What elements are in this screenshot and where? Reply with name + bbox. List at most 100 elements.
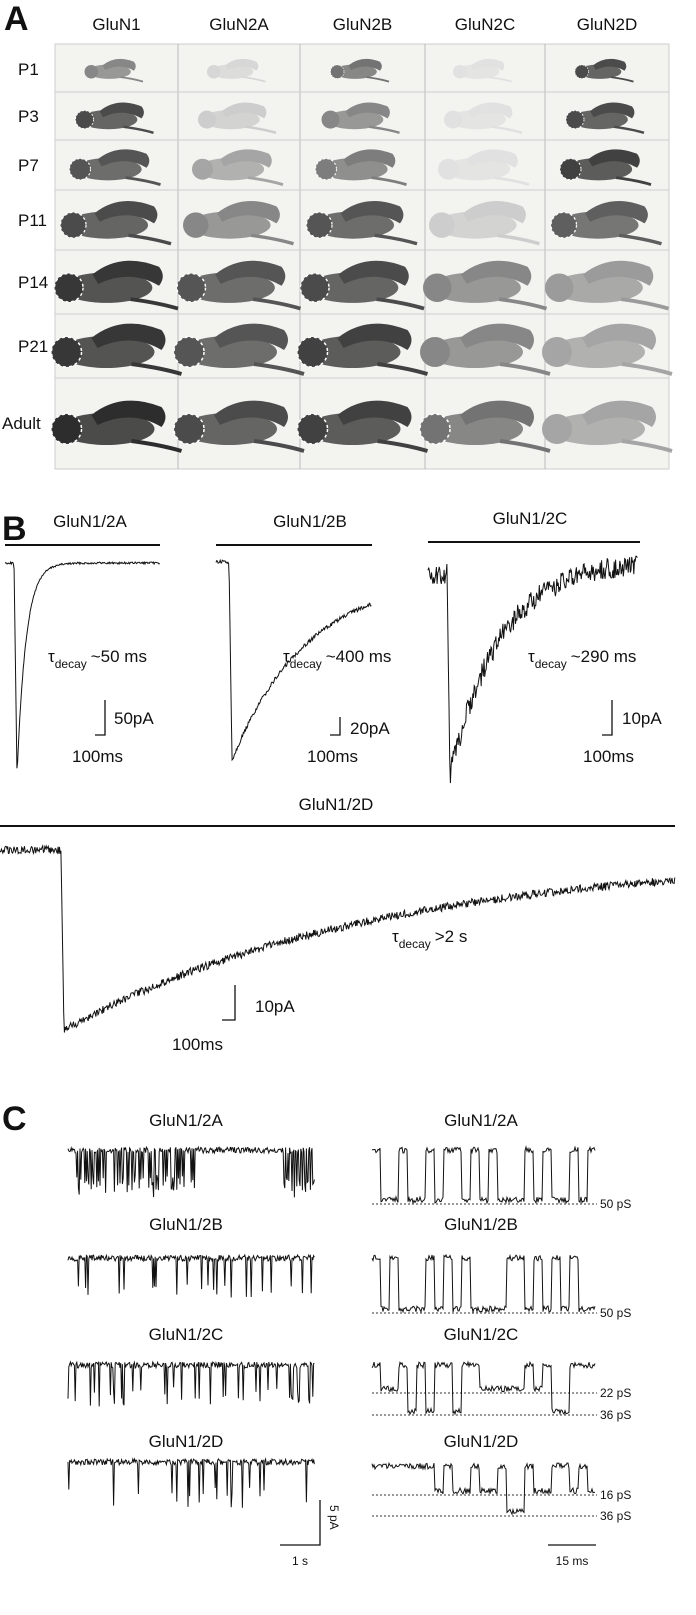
brain-cortex (461, 260, 532, 286)
scale-time: 100ms (172, 1035, 223, 1054)
brain-cerebellum (305, 211, 333, 239)
brain-body (578, 64, 622, 79)
brain-cerebellum (84, 64, 98, 79)
brain-section (305, 200, 418, 246)
brain-section (299, 260, 425, 311)
brain-cortex (91, 323, 166, 350)
brain-cerebellum (453, 64, 467, 79)
brain-section (330, 58, 390, 83)
tau-subscript: decay (55, 657, 87, 671)
brain-body (456, 64, 500, 79)
brain-cortex (588, 149, 640, 168)
brain-cerebellum (296, 336, 329, 368)
brain-body (188, 211, 271, 239)
trace-title: GluN1/2B (273, 512, 347, 531)
brain-stem (253, 362, 305, 376)
column-header: GluN1 (92, 15, 140, 34)
channel-openings (372, 1145, 596, 1205)
scale-current: 10pA (622, 709, 662, 728)
brain-cerebellum (542, 414, 572, 444)
conductance-label: 22 pS (600, 1386, 631, 1400)
brain-cortex (463, 200, 526, 224)
brain-section (75, 102, 154, 134)
channel-record (67, 1457, 315, 1508)
brain-stem (130, 297, 179, 311)
brain-cortex (215, 260, 286, 286)
brain-section (419, 400, 551, 453)
tau-decay: τdecay ~400 ms (283, 647, 391, 671)
brain-cerebellum (75, 110, 94, 130)
brain-cortex (343, 149, 396, 168)
brain-cerebellum (321, 110, 340, 129)
brain-stem (499, 439, 551, 453)
brain-cortex (92, 260, 163, 286)
row-header: P3 (18, 107, 39, 126)
brain-section (207, 58, 266, 83)
tau-subscript: decay (399, 937, 431, 951)
channel-record (67, 1360, 315, 1407)
brain-body (427, 336, 523, 368)
brain-cortex (217, 200, 280, 224)
brain-section (68, 149, 161, 186)
brain-cerebellum (68, 158, 92, 181)
brain-cortex (583, 260, 654, 286)
brain-section (565, 102, 645, 134)
trace-title: GluN1/2B (149, 1215, 223, 1234)
row-header: P14 (18, 273, 48, 292)
scale-current: 20pA (350, 719, 390, 738)
tau-symbol: τ (528, 647, 535, 666)
brain-body (434, 211, 517, 239)
brain-section (550, 200, 662, 246)
brain-cerebellum (423, 273, 452, 302)
brain-cortex (590, 102, 635, 119)
tau-value: ~50 ms (91, 647, 147, 666)
brain-body (549, 413, 645, 445)
scale-bar (602, 700, 613, 736)
brain-stem (125, 176, 161, 186)
brain-section (423, 260, 548, 311)
row-header: P7 (18, 156, 39, 175)
brain-stem (242, 76, 266, 83)
brain-cerebellum (192, 158, 213, 180)
tau-symbol: τ (392, 927, 399, 946)
trace-title: GluN1/2A (444, 1111, 518, 1130)
brain-stem (377, 362, 429, 376)
column-header: GluN2A (209, 15, 269, 34)
brain-cortex (337, 323, 412, 350)
channel-openings (371, 1360, 596, 1416)
brain-cortex (468, 102, 513, 119)
brain-cerebellum (419, 413, 451, 445)
brain-stem (615, 176, 652, 186)
brain-section (296, 323, 429, 376)
brain-stem (245, 125, 277, 134)
brain-body (58, 413, 155, 445)
brain-cerebellum (176, 272, 207, 303)
brain-body (429, 272, 521, 303)
brain-cortex (225, 58, 259, 71)
brain-body (196, 158, 265, 181)
brain-cerebellum (299, 272, 330, 303)
scale-time: 100ms (583, 747, 634, 766)
brain-cerebellum (330, 64, 345, 79)
panel-label: C (2, 1100, 27, 1138)
brain-body (66, 211, 149, 239)
scale-time: 100ms (307, 747, 358, 766)
brain-cerebellum (50, 336, 83, 368)
brain-stem (613, 125, 645, 134)
brain-cortex (460, 323, 534, 350)
channel-record (67, 1145, 315, 1198)
current-trace (427, 555, 638, 784)
trace-title: GluN1/2B (444, 1215, 518, 1234)
scale-bar (280, 1500, 321, 1546)
column-header: GluN2D (577, 15, 637, 34)
brain-cerebellum (438, 158, 459, 180)
brain-section (444, 102, 523, 134)
trace-title: GluN1/2C (444, 1325, 519, 1344)
row-header: P1 (18, 60, 39, 79)
tau-value: ~290 ms (571, 647, 637, 666)
tau-decay: τdecay >2 s (392, 927, 467, 951)
brain-section (438, 149, 530, 186)
channel-record (67, 1253, 315, 1298)
brain-body (427, 413, 523, 445)
brain-section (314, 149, 407, 186)
